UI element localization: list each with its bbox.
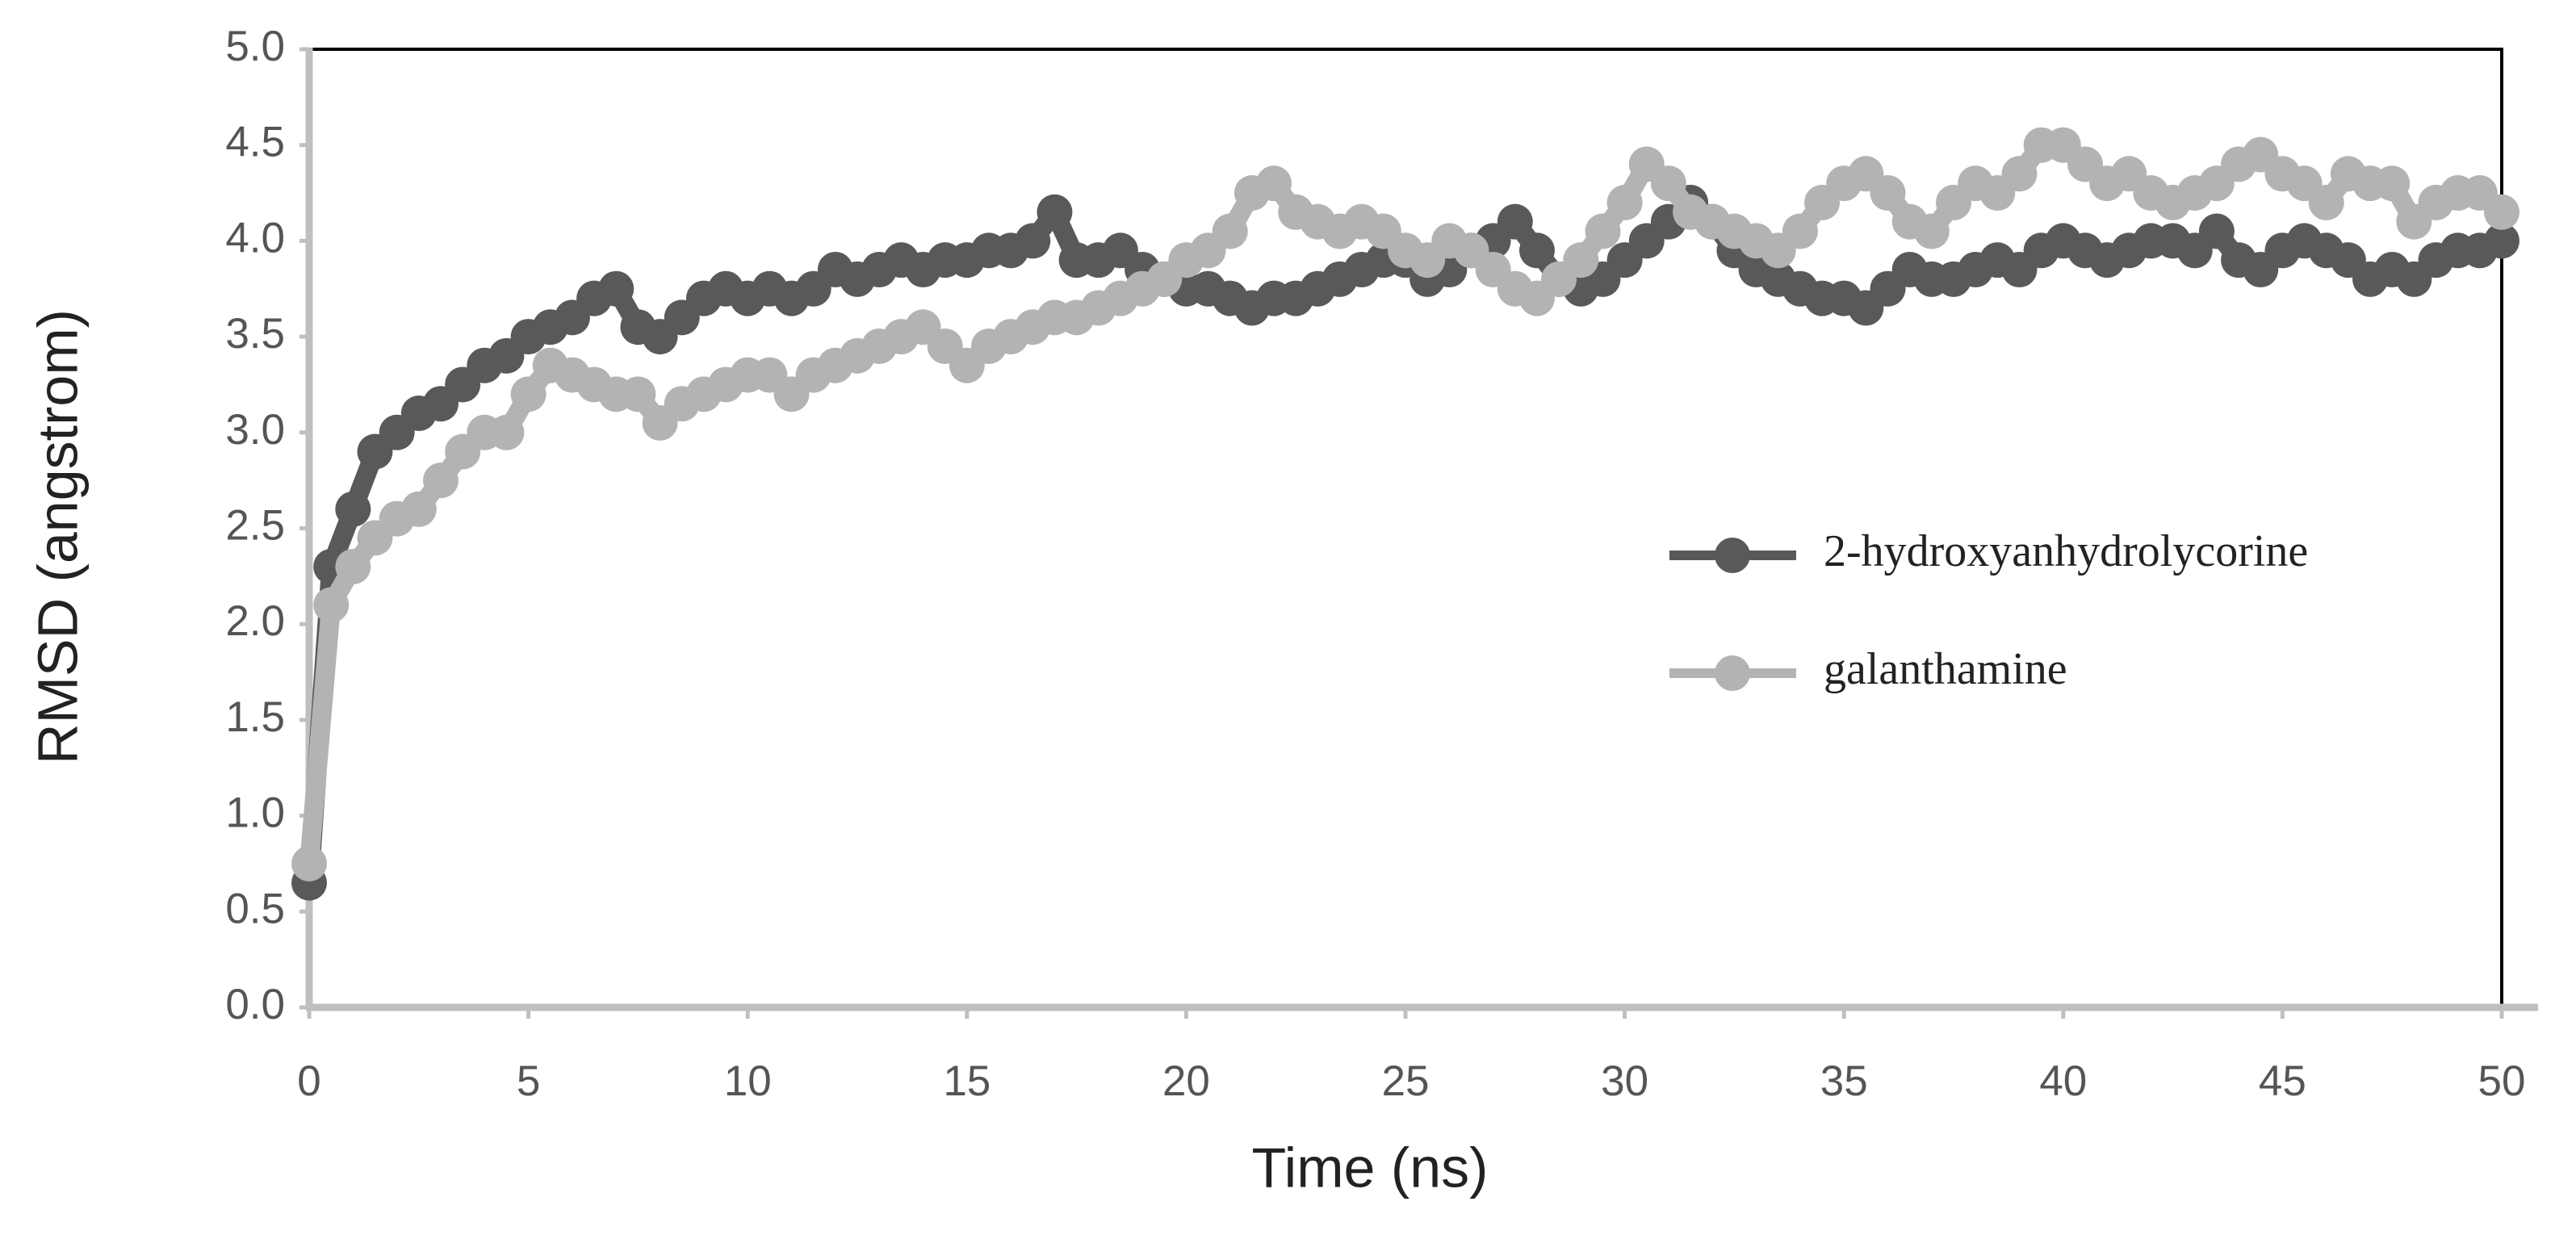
series-marker [1870,175,1906,211]
series-marker [1606,184,1643,220]
x-tick-label: 50 [2478,1057,2526,1105]
x-tick-label: 0 [297,1057,320,1105]
y-tick-label: 1.5 [225,693,285,741]
series-marker [2198,213,2235,249]
y-tick-label: 0.0 [225,981,285,1028]
series-marker [1015,223,1051,259]
series-marker [2308,184,2344,220]
series-marker [2374,165,2411,202]
y-tick-label: 0.5 [225,885,285,932]
x-tick-label: 25 [1382,1057,1430,1105]
series-marker [335,491,371,527]
legend-label: 2-hydroxyanhydrolycorine [1824,526,2308,576]
series-marker [488,414,525,450]
series-marker [1563,242,1599,278]
x-tick-label: 5 [517,1057,540,1105]
series-marker [1037,194,1073,230]
series-marker [1585,213,1621,249]
series-marker [2484,194,2519,230]
x-tick-label: 10 [724,1057,772,1105]
y-tick-label: 1.0 [225,789,285,837]
series-marker [291,845,327,881]
y-tick-label: 4.0 [225,214,285,262]
x-tick-label: 40 [2039,1057,2087,1105]
series-marker [1518,232,1555,269]
series-marker [620,376,656,412]
series-marker [313,587,350,623]
series-marker [2484,223,2519,259]
y-tick-label: 2.0 [225,597,285,645]
y-tick-label: 3.5 [225,310,285,358]
x-tick-label: 35 [1820,1057,1868,1105]
series-marker [1212,213,1248,249]
y-tick-label: 4.5 [225,119,285,166]
series-marker [510,376,547,412]
series-marker [1497,203,1533,240]
legend-label: galanthamine [1824,644,2067,694]
series-marker [1650,165,1686,202]
series-marker [1913,213,1950,249]
y-tick-label: 3.0 [225,406,285,454]
series-marker [598,270,635,307]
x-tick-label: 15 [943,1057,991,1105]
series-marker [335,548,371,584]
series-marker [400,491,437,527]
y-tick-label: 2.5 [225,502,285,550]
series-marker [1782,213,1818,249]
series-marker [1256,165,1292,202]
series-marker [422,463,459,499]
legend-marker [1715,655,1750,691]
y-tick-label: 5.0 [225,23,285,70]
y-axis-title: RMSD (angstrom) [26,309,89,764]
x-tick-label: 30 [1601,1057,1648,1105]
x-tick-label: 45 [2259,1057,2306,1105]
x-axis-title: Time (ns) [1252,1136,1489,1199]
x-tick-label: 20 [1162,1057,1210,1105]
series-marker [2001,156,2038,192]
legend-marker [1715,538,1750,573]
